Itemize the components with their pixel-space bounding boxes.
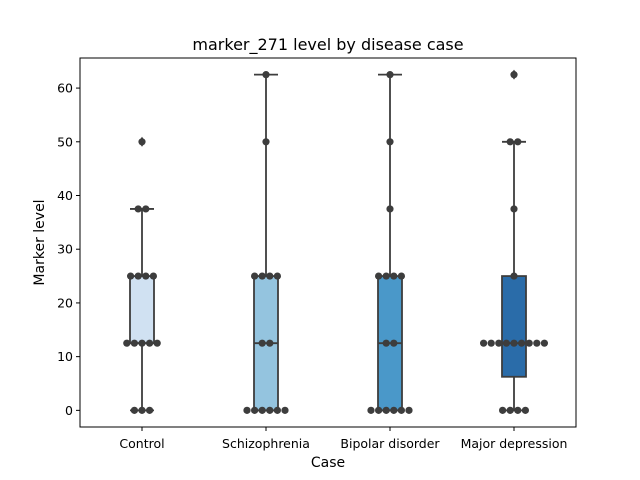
y-tick-label: 50 <box>57 134 73 149</box>
swarm-point <box>382 339 390 347</box>
swarm-point <box>390 339 398 347</box>
x-tick-label: Major depression <box>461 436 568 451</box>
swarm-point <box>375 406 383 414</box>
swarm-point <box>375 272 383 280</box>
swarm-point <box>540 339 549 347</box>
swarm-point <box>510 339 518 347</box>
y-tick-label: 20 <box>57 295 73 310</box>
swarm-point <box>258 272 266 280</box>
swarm-point <box>386 138 394 146</box>
swarm-point <box>266 406 274 414</box>
swarm-point <box>266 339 274 347</box>
x-tick-label: Bipolar disorder <box>340 436 440 451</box>
iqr-box <box>129 275 155 345</box>
swarm-point <box>506 138 514 146</box>
swarm-point <box>273 272 281 280</box>
swarm-point <box>251 406 259 414</box>
y-tick-label: 40 <box>57 188 73 203</box>
iqr-box <box>501 275 527 378</box>
swarm-point <box>390 272 398 280</box>
swarm-point <box>514 406 522 414</box>
swarm-point <box>386 205 394 213</box>
swarm-point <box>153 339 161 347</box>
swarm-point <box>258 406 266 414</box>
swarm-point <box>134 205 142 213</box>
swarm-point <box>386 71 394 79</box>
swarm-point <box>390 406 398 414</box>
swarm-point <box>130 406 138 414</box>
swarm-point <box>397 406 405 414</box>
swarm-point <box>502 339 510 347</box>
y-tick-label: 0 <box>65 403 73 418</box>
swarm-point <box>405 406 413 414</box>
swarm-point <box>367 406 375 414</box>
swarm-point <box>281 406 289 414</box>
swarm-point <box>506 406 514 414</box>
swarm-point <box>499 406 507 414</box>
swarm-point <box>382 406 390 414</box>
y-tick-label: 60 <box>57 81 73 96</box>
swarm-point <box>127 272 135 280</box>
swarm-point <box>146 339 154 347</box>
y-axis-label: Marker level <box>32 199 48 285</box>
swarm-point <box>266 272 274 280</box>
swarm-point <box>273 406 281 414</box>
swarm-point <box>397 272 405 280</box>
swarm-point <box>495 339 503 347</box>
swarm-point <box>130 339 138 347</box>
y-tick-label: 10 <box>57 349 73 364</box>
swarm-point <box>149 272 157 280</box>
chart-title: marker_271 level by disease case <box>192 35 463 55</box>
swarm-point <box>514 138 522 146</box>
swarm-point <box>262 138 270 146</box>
x-tick-label: Schizophrenia <box>222 436 310 451</box>
swarm-point <box>525 339 533 347</box>
swarm-point <box>243 406 251 414</box>
plot-frame <box>79 57 577 428</box>
swarm-point <box>510 71 518 79</box>
swarm-point <box>138 138 146 146</box>
swarm-point <box>142 272 150 280</box>
swarm-point <box>510 272 518 280</box>
plot-area <box>123 69 549 414</box>
swarm-point <box>521 406 530 414</box>
y-tick-label: 30 <box>57 242 73 257</box>
swarm-point <box>487 339 495 347</box>
swarm-point <box>262 71 270 79</box>
swarm-point <box>251 272 259 280</box>
swarm-point <box>138 339 146 347</box>
swarm-point <box>510 205 518 213</box>
swarm-point <box>123 339 131 347</box>
swarm-point <box>480 339 488 347</box>
x-axis-label: Case <box>311 455 345 471</box>
swarm-point <box>134 272 142 280</box>
swarm-point <box>142 205 150 213</box>
swarm-point <box>518 339 526 347</box>
swarm-point <box>382 272 390 280</box>
swarm-point <box>533 339 541 347</box>
x-tick-label: Control <box>119 436 164 451</box>
swarm-point <box>146 406 154 414</box>
swarm-point <box>258 339 266 347</box>
swarm-point <box>138 406 146 414</box>
